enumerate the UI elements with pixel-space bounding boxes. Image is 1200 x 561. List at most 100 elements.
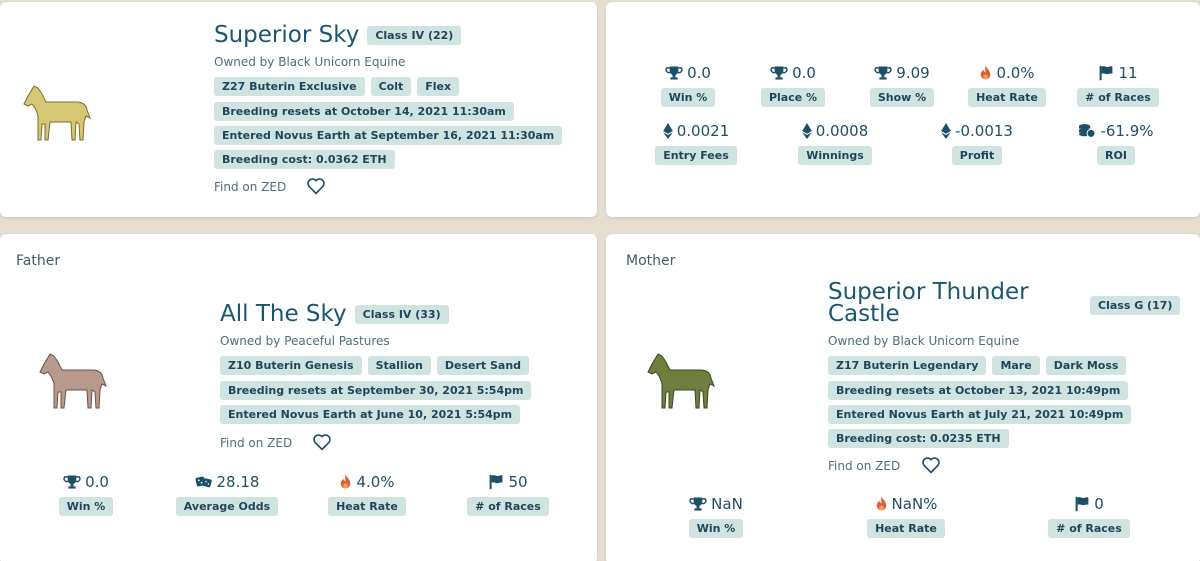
breeding-cost-tag: Breeding cost: 0.0235 ETH bbox=[828, 429, 1009, 448]
stat-value: 0.0021 bbox=[676, 122, 730, 140]
stat-label: Win % bbox=[660, 88, 716, 107]
stat-win: 0.0 Win % bbox=[633, 63, 743, 107]
flame-icon bbox=[875, 496, 888, 512]
stat-value: 0.0 bbox=[85, 473, 109, 491]
stat-heat-rate: 4.0% Heat Rate bbox=[312, 472, 422, 516]
stat-win: 0.0 Win % bbox=[31, 472, 141, 516]
stat-average-odds: 28.18 Average Odds bbox=[172, 472, 282, 516]
stat-show: 9.09 Show % bbox=[847, 63, 957, 107]
horse-image bbox=[39, 353, 107, 409]
stat-label: Average Odds bbox=[175, 497, 279, 516]
breeding-resets-tag: Breeding resets at September 30, 2021 5:… bbox=[220, 381, 532, 400]
stat-label: Profit bbox=[951, 146, 1003, 165]
breeding-resets-tag: Breeding resets at October 13, 2021 10:4… bbox=[828, 381, 1129, 400]
find-on-zed-link[interactable]: Find on ZED bbox=[220, 436, 293, 450]
stat-value: 4.0% bbox=[356, 473, 395, 491]
eth-icon bbox=[662, 123, 673, 139]
stat-label: Heat Rate bbox=[867, 519, 945, 538]
stat-label: ROI bbox=[1097, 146, 1135, 165]
find-on-zed-link[interactable]: Find on ZED bbox=[214, 180, 287, 194]
horse-image bbox=[647, 353, 715, 409]
trophy-icon bbox=[63, 474, 81, 490]
flag-icon bbox=[1074, 496, 1090, 512]
stat-value: 0.0 bbox=[687, 64, 711, 82]
horse-name: Superior Sky bbox=[214, 22, 360, 48]
flame-icon bbox=[339, 474, 352, 490]
stat-value: 0 bbox=[1094, 495, 1104, 513]
stat-value: 9.09 bbox=[896, 64, 930, 82]
stat-value: -61.9% bbox=[1100, 122, 1154, 140]
class-tag: Class IV (22) bbox=[367, 25, 462, 45]
stat-win: NaN Win % bbox=[661, 494, 771, 538]
mother-name-line1: Superior Thunder bbox=[828, 279, 1029, 305]
stat-of-races: 0 # of Races bbox=[1034, 494, 1144, 538]
dice-icon bbox=[195, 474, 213, 490]
bloodline-tag: Z10 Buterin Genesis bbox=[220, 356, 362, 375]
stat-value: NaN bbox=[711, 495, 743, 513]
heart-icon[interactable] bbox=[306, 177, 326, 195]
stat-value: 11 bbox=[1118, 64, 1138, 82]
stat-of-races: 50 # of Races bbox=[453, 472, 563, 516]
stat-label: Show % bbox=[869, 88, 935, 107]
stat-label: Win % bbox=[688, 519, 744, 538]
heart-icon[interactable] bbox=[312, 433, 332, 451]
stats-card: 0.0 Win % 0.0 Place % 9.09 Show % 0.0% Heat Rat… bbox=[606, 2, 1200, 217]
eth-icon bbox=[801, 123, 812, 139]
stat-label: # of Races bbox=[1077, 88, 1159, 107]
entered-tag: Entered Novus Earth at September 16, 202… bbox=[214, 126, 563, 145]
stat-place: 0.0 Place % bbox=[738, 63, 848, 107]
coins-icon bbox=[1078, 123, 1096, 139]
stat-label: Entry Fees bbox=[655, 146, 737, 165]
gender-tag: Colt bbox=[370, 77, 412, 96]
stat-of-races: 11 # of Races bbox=[1063, 63, 1173, 107]
stat-label: Heat Rate bbox=[328, 497, 406, 516]
heart-icon[interactable] bbox=[921, 456, 941, 474]
stat-value: 50 bbox=[508, 473, 528, 491]
stat-heat-rate: NaN% Heat Rate bbox=[851, 494, 961, 538]
color-tag: Dark Moss bbox=[1045, 356, 1127, 375]
stat-value: 0.0008 bbox=[815, 122, 869, 140]
flag-icon bbox=[488, 474, 504, 490]
color-tag: Desert Sand bbox=[436, 356, 530, 375]
owner-text: Owned by Black Unicorn Equine bbox=[214, 55, 406, 69]
father-card: Father All The Sky Class IV (33) Owned b… bbox=[0, 234, 597, 561]
owner-text: Owned by Black Unicorn Equine bbox=[828, 334, 1020, 348]
stat-value: 0.0% bbox=[996, 64, 1035, 82]
stat-roi: -61.9% ROI bbox=[1061, 121, 1171, 165]
stat-profit: -0.0013 Profit bbox=[922, 121, 1032, 165]
trophy-icon bbox=[770, 65, 788, 81]
owner-text: Owned by Peaceful Pastures bbox=[220, 334, 390, 348]
stat-value: 0.0 bbox=[792, 64, 816, 82]
stat-value: -0.0013 bbox=[955, 122, 1013, 140]
gender-tag: Stallion bbox=[367, 356, 431, 375]
breeding-cost-tag: Breeding cost: 0.0362 ETH bbox=[214, 150, 395, 169]
mother-section-label: Mother bbox=[626, 253, 676, 269]
bloodline-tag: Z27 Buterin Exclusive bbox=[214, 77, 365, 96]
horse-image bbox=[23, 85, 91, 141]
stat-label: Winnings bbox=[798, 146, 872, 165]
flame-icon bbox=[979, 65, 992, 81]
bloodline-tag: Z17 Buterin Legendary bbox=[828, 356, 987, 375]
find-on-zed-link[interactable]: Find on ZED bbox=[828, 459, 901, 473]
breeding-resets-tag: Breeding resets at October 14, 2021 11:3… bbox=[214, 102, 514, 121]
entered-tag: Entered Novus Earth at July 21, 2021 10:… bbox=[828, 405, 1132, 424]
mother-name-line2: Castle bbox=[828, 301, 900, 327]
stat-winnings: 0.0008 Winnings bbox=[780, 121, 890, 165]
stat-value: NaN% bbox=[891, 495, 938, 513]
father-name: All The Sky bbox=[220, 301, 347, 327]
stat-label: # of Races bbox=[467, 497, 549, 516]
horse-info-card: Superior Sky Class IV (22) Owned by Blac… bbox=[0, 2, 597, 217]
stat-label: Heat Rate bbox=[968, 88, 1046, 107]
class-tag: Class G (17) bbox=[1090, 296, 1181, 315]
mother-card: Mother Superior Thunder Castle Class G (… bbox=[606, 234, 1200, 561]
trophy-icon bbox=[689, 496, 707, 512]
flag-icon bbox=[1098, 65, 1114, 81]
stat-value: 28.18 bbox=[216, 473, 260, 491]
trophy-icon bbox=[665, 65, 683, 81]
trophy-icon bbox=[874, 65, 892, 81]
gender-tag: Mare bbox=[992, 356, 1040, 375]
entered-tag: Entered Novus Earth at June 10, 2021 5:5… bbox=[220, 405, 521, 424]
eth-icon bbox=[941, 123, 951, 139]
color-tag: Flex bbox=[417, 77, 460, 96]
class-tag: Class IV (33) bbox=[354, 304, 449, 324]
